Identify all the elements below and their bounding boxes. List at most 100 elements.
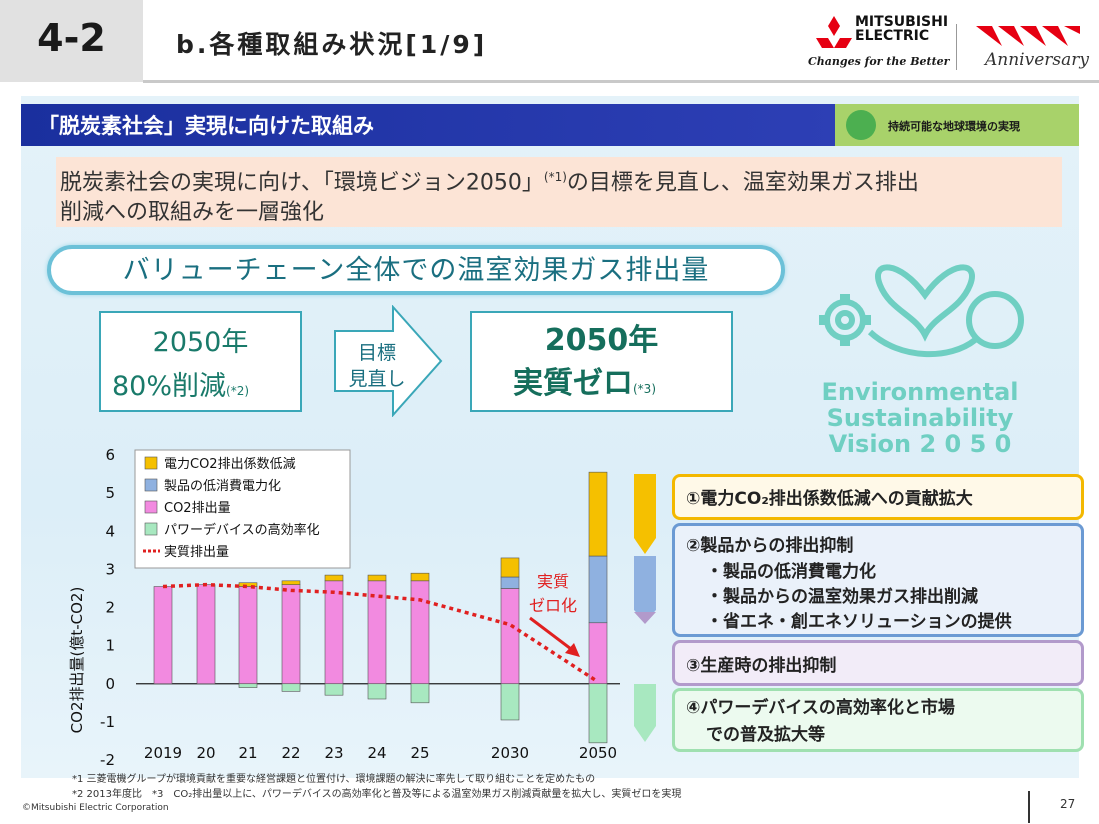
logo-tagline: Changes for the Better [808,55,950,68]
new-target-value: 実質ゼロ(*3) [513,366,656,401]
action-box-4 [672,688,1084,752]
x-tick-label: 20 [196,744,215,762]
bar-segment [588,622,608,685]
x-tick-label: 2030 [491,744,529,762]
section-banner [21,104,835,146]
y-tick-label: 4 [105,522,115,540]
vision-line-2: Sustainability [826,404,1014,432]
action-box-1 [672,474,1084,520]
bar-segment [367,574,387,582]
bar-segment [238,582,258,587]
annotation-arrowhead [565,643,580,657]
legend-swatch [144,522,158,536]
page-number-divider [1028,791,1030,823]
old-target-box [99,311,302,412]
header-bar [0,0,1099,82]
y-tick-label: 5 [105,484,115,502]
annotation-line-2: ゼロ化 [529,596,577,615]
x-tick-label: 24 [367,744,386,762]
legend-swatch [144,500,158,514]
bar-segment [324,580,344,685]
bar-segment [196,584,216,685]
net-emissions-line [162,582,599,684]
section-number-box [0,0,143,82]
y-tick-label: 0 [105,675,115,693]
bar-segment [281,580,301,585]
bar-segment [281,584,301,685]
logo-wordmark: MITSUBISHI ELECTRIC [855,14,949,44]
footnote-2: *2 2013年度比 *3 CO₂排出量以上に、パワーデバイスの高効率化と普及等… [72,789,682,800]
section-number: 4-2 [37,16,106,60]
new-target-year: 2050年 [544,323,659,358]
x-tick-label: 21 [238,744,257,762]
x-tick-label: 2050 [579,744,617,762]
y-axis-label: CO2排出量(億t-CO2) [68,587,86,734]
action-4-line-2: での普及拡大等 [706,725,825,745]
arrow-label-1: 目標 [357,342,396,364]
legend-label: パワーデバイスの高効率化 [164,522,320,538]
new-target-box [470,311,733,412]
theme-tag-label: 持続可能な地球環境の実現 [888,120,1020,133]
header-divider [143,80,1099,83]
old-target-year: 2050年 [152,327,249,358]
marker-production [634,612,656,624]
bar-segment [588,471,608,557]
bar-segment [153,586,173,685]
intro-box [56,157,1062,227]
bar-segment [588,683,608,744]
x-tick-label: 25 [410,744,429,762]
logo-separator [956,24,957,70]
action-2-item: ・製品からの温室効果ガス排出削減 [706,587,978,607]
action-2-title: ②製品からの排出抑制 [686,536,854,556]
anniversary-mark-icon [976,26,1080,46]
marker-products [634,556,656,622]
action-box-3 [672,640,1084,686]
x-tick-label: 22 [281,744,300,762]
action-2-item: ・製品の低消費電力化 [706,562,876,582]
y-tick-label: -2 [100,751,115,769]
page-number: 27 [1060,797,1076,811]
value-chain-pill [47,245,785,295]
bar-segment [238,683,258,688]
legend-swatch [144,478,158,492]
action-3-text: ③生産時の排出抑制 [686,656,837,676]
page-title: b.各種取組み状況[1/9] [176,30,488,59]
footnote-1: *1 三菱電機グループが環境貢献を重要な経営課題と位置付け、環境課題の解決に率先… [72,774,596,785]
y-tick-label: 2 [105,599,115,617]
x-tick-label: 23 [324,744,343,762]
marker-power-devices [634,684,656,742]
legend-label: 製品の低消費電力化 [164,479,281,494]
action-1-text: ①電力CO₂排出係数低減への貢献拡大 [686,489,973,509]
action-box-2 [672,523,1084,637]
bar-segment [281,683,301,692]
legend-swatch [144,456,158,470]
bar-segment [500,683,520,721]
bar-segment [500,576,520,589]
old-target-value: 80%削減(*2) [112,371,250,402]
action-4-line-1: ④パワーデバイスの高効率化と市場 [686,698,955,718]
x-tick-label: 2019 [144,744,182,762]
banner-title: 「脱炭素社会」実現に向けた取組み [38,114,374,138]
bar-segment [410,572,430,582]
y-tick-label: 6 [105,446,115,464]
bar-segment [500,557,520,578]
bar-segment [238,586,258,685]
bar-segment [324,683,344,696]
marker-power [634,474,656,554]
y-tick-label: 3 [105,560,115,578]
bar-segment [324,574,344,582]
mitsubishi-logo-icon [816,16,852,48]
globe-icon [846,110,876,140]
vision-2050-logo-icon [819,264,1024,358]
bar-segment [410,683,430,704]
annotation-line-1: 実質 [537,572,569,591]
value-chain-title: バリューチェーン全体での温室効果ガス排出量 [122,255,710,286]
bar-segment [410,580,430,685]
copyright: ©Mitsubishi Electric Corporation [22,803,169,813]
annotation-arrow [529,616,576,654]
bar-segment [367,683,387,700]
intro-text: 脱炭素社会の実現に向け、「環境ビジョン2050」(*1)の目標を見直し、温室効果… [60,170,919,226]
legend-label: CO2排出量 [164,501,231,516]
y-tick-label: -1 [100,713,115,731]
